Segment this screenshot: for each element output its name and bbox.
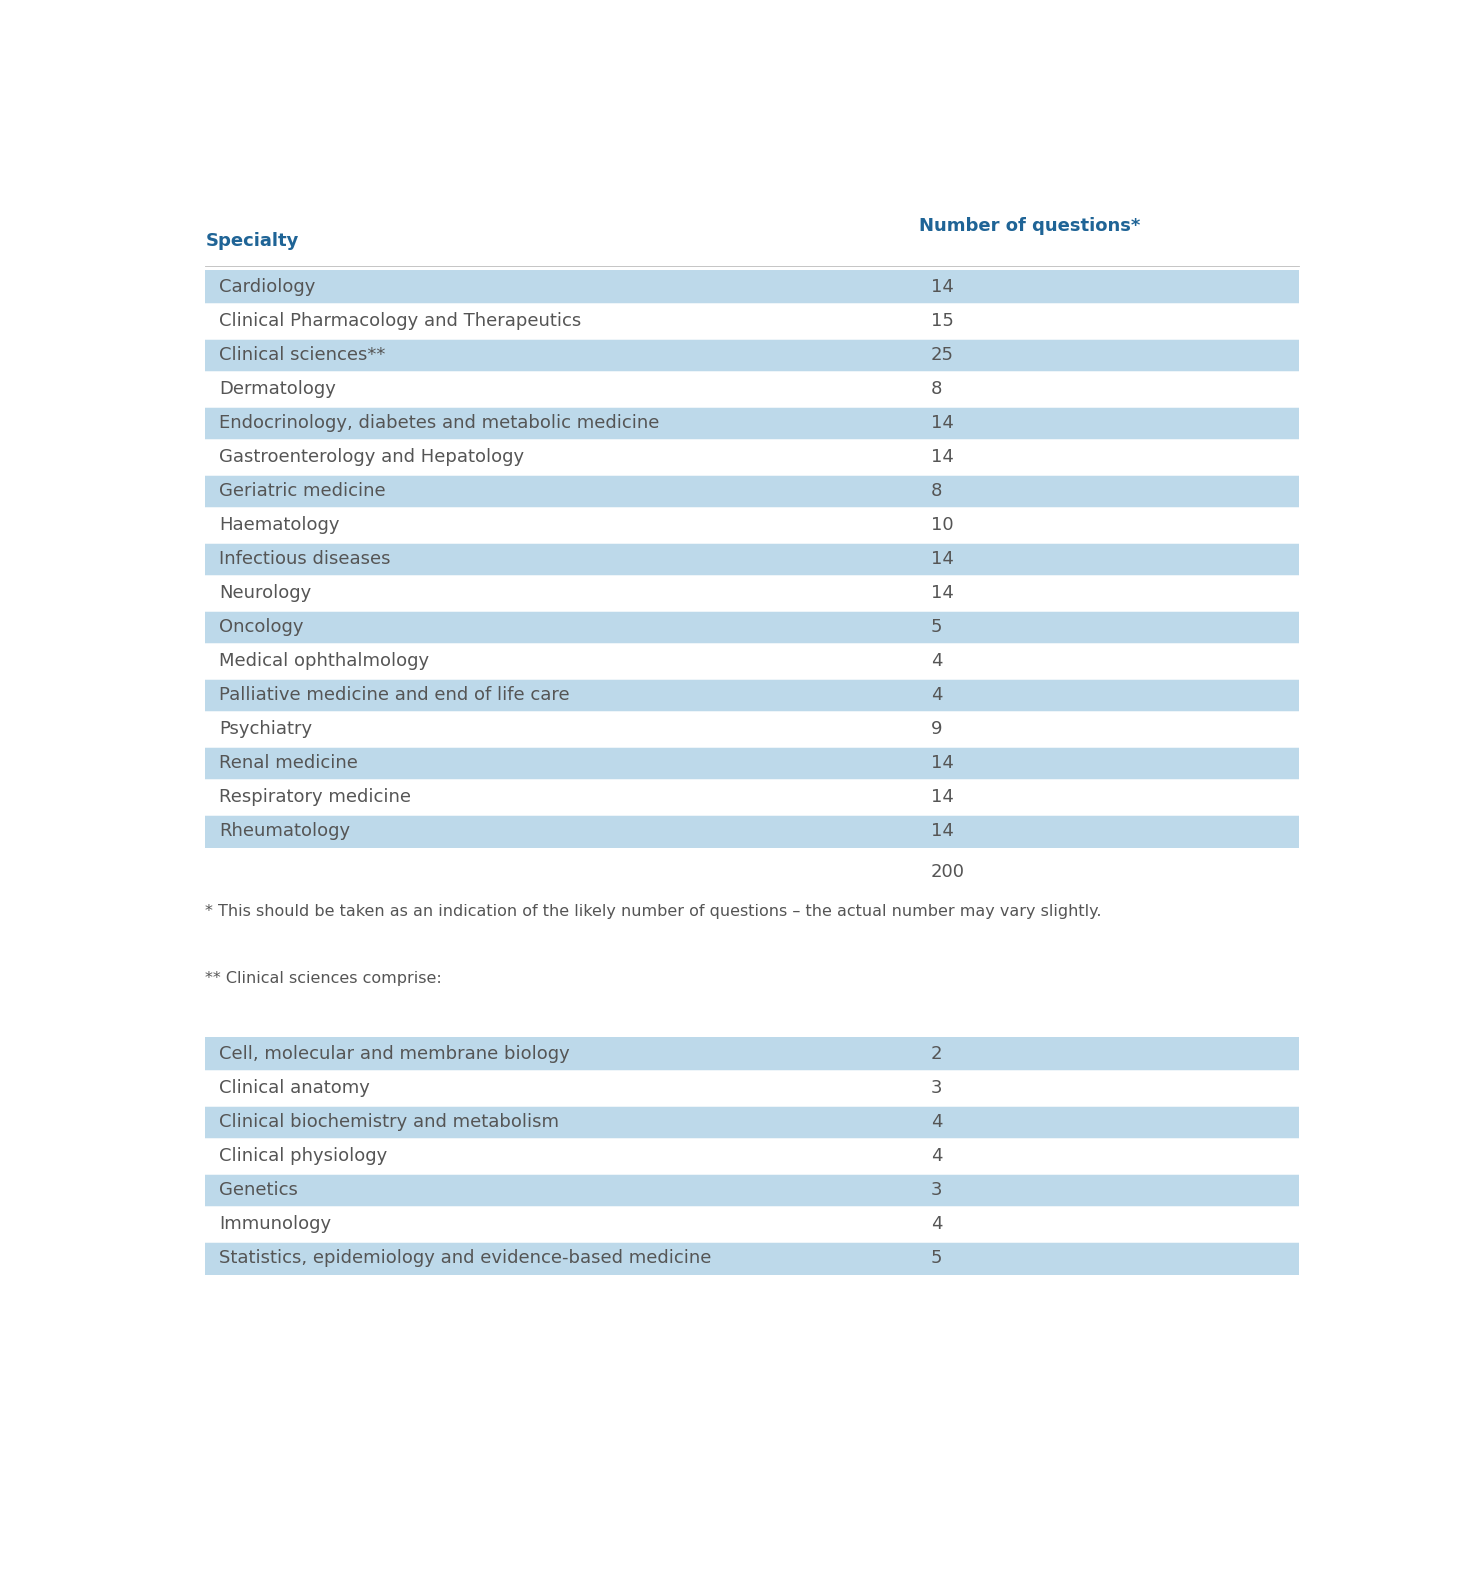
Text: 10: 10 [930, 517, 953, 534]
Bar [205, 1139, 1298, 1173]
Bar [205, 1242, 1298, 1275]
Text: Genetics: Genetics [219, 1182, 298, 1199]
Text: 4: 4 [930, 1113, 942, 1132]
Bar [205, 1072, 1298, 1105]
Text: 15: 15 [930, 312, 953, 331]
Text: Infectious diseases: Infectious diseases [219, 550, 390, 569]
Text: 14: 14 [930, 414, 953, 432]
Bar [205, 1105, 1298, 1139]
Text: 14: 14 [930, 823, 953, 840]
Text: Medical ophthalmology: Medical ophthalmology [219, 652, 430, 670]
Bar [205, 542, 1298, 577]
Bar [205, 645, 1298, 678]
Bar [205, 815, 1298, 848]
Text: Clinical anatomy: Clinical anatomy [219, 1080, 370, 1097]
Bar [205, 509, 1298, 542]
Bar [205, 271, 1298, 304]
Text: Rheumatology: Rheumatology [219, 823, 349, 840]
Bar [205, 339, 1298, 372]
Bar [205, 745, 1298, 780]
Text: 14: 14 [930, 448, 953, 466]
Text: Gastroenterology and Hepatology: Gastroenterology and Hepatology [219, 448, 525, 466]
Text: 3: 3 [930, 1080, 942, 1097]
Text: Palliative medicine and end of life care: Palliative medicine and end of life care [219, 686, 570, 704]
Text: Respiratory medicine: Respiratory medicine [219, 788, 411, 805]
Bar [205, 780, 1298, 815]
Text: Oncology: Oncology [219, 618, 304, 637]
Text: Dermatology: Dermatology [219, 380, 336, 399]
Text: Statistics, epidemiology and evidence-based medicine: Statistics, epidemiology and evidence-ba… [219, 1250, 712, 1267]
Text: Psychiatry: Psychiatry [219, 720, 311, 738]
Text: Haematology: Haematology [219, 517, 339, 534]
Text: 14: 14 [930, 788, 953, 805]
Bar [205, 372, 1298, 407]
Bar [205, 712, 1298, 745]
Text: 14: 14 [930, 585, 953, 602]
Bar [205, 440, 1298, 474]
Bar [205, 678, 1298, 712]
Text: 200: 200 [930, 864, 965, 881]
Bar [205, 610, 1298, 645]
Text: 5: 5 [930, 618, 942, 637]
Text: 5: 5 [930, 1250, 942, 1267]
Text: 25: 25 [930, 347, 953, 364]
Bar [205, 1173, 1298, 1207]
Text: Number of questions*: Number of questions* [920, 217, 1140, 235]
Text: 2: 2 [930, 1045, 942, 1064]
Text: Immunology: Immunology [219, 1215, 330, 1234]
Text: 4: 4 [930, 686, 942, 704]
Text: Endocrinology, diabetes and metabolic medicine: Endocrinology, diabetes and metabolic me… [219, 414, 659, 432]
Text: 4: 4 [930, 1147, 942, 1165]
Text: * This should be taken as an indication of the likely number of questions – the : * This should be taken as an indication … [205, 905, 1102, 919]
Bar [205, 304, 1298, 339]
Text: Cardiology: Cardiology [219, 279, 316, 296]
Bar [205, 577, 1298, 610]
Text: Clinical physiology: Clinical physiology [219, 1147, 387, 1165]
Text: Clinical biochemistry and metabolism: Clinical biochemistry and metabolism [219, 1113, 558, 1132]
Bar [205, 1207, 1298, 1242]
Text: Clinical sciences**: Clinical sciences** [219, 347, 386, 364]
Text: 8: 8 [930, 482, 942, 500]
Text: Renal medicine: Renal medicine [219, 753, 358, 772]
Text: Geriatric medicine: Geriatric medicine [219, 482, 386, 500]
Text: ** Clinical sciences comprise:: ** Clinical sciences comprise: [205, 971, 442, 985]
Text: Neurology: Neurology [219, 585, 311, 602]
Text: Clinical Pharmacology and Therapeutics: Clinical Pharmacology and Therapeutics [219, 312, 582, 331]
Text: Specialty: Specialty [205, 232, 298, 249]
Text: 8: 8 [930, 380, 942, 399]
Text: 4: 4 [930, 652, 942, 670]
Bar [205, 1037, 1298, 1072]
Text: 4: 4 [930, 1215, 942, 1234]
Text: 3: 3 [930, 1182, 942, 1199]
Bar [205, 407, 1298, 440]
Text: Cell, molecular and membrane biology: Cell, molecular and membrane biology [219, 1045, 570, 1064]
Text: 9: 9 [930, 720, 942, 738]
Text: 14: 14 [930, 753, 953, 772]
Text: 14: 14 [930, 279, 953, 296]
Bar [205, 474, 1298, 509]
Text: 14: 14 [930, 550, 953, 569]
